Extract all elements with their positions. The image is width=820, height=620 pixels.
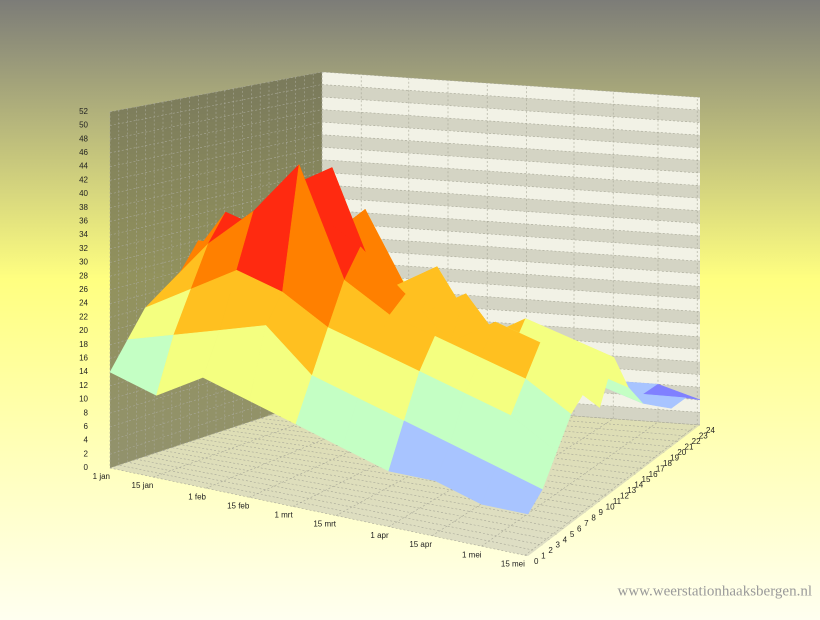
grid-line	[109, 71, 701, 113]
x-tick-label: 1 apr	[370, 531, 389, 540]
y-tick-label: 34	[79, 230, 88, 239]
z-tick-label: 20	[677, 448, 686, 457]
x-tick-label: 15 apr	[409, 540, 432, 549]
y-tick-label: 24	[79, 299, 88, 308]
y-tick-label: 4	[84, 436, 89, 445]
z-tick-label: 19	[670, 453, 679, 462]
z-tick-label: 1	[541, 552, 546, 561]
x-tick-label: 1 mrt	[274, 511, 293, 520]
grid-line	[109, 146, 701, 195]
z-tick-label: 23	[699, 432, 708, 441]
z-tick-label: 9	[599, 508, 604, 517]
y-tick-label: 20	[79, 326, 88, 335]
y-tick-label: 0	[84, 463, 89, 472]
y-tick-label: 38	[79, 203, 88, 212]
grid-line	[109, 222, 701, 277]
grid-line	[109, 84, 701, 126]
y-tick-label: 42	[79, 175, 88, 184]
y-tick-label: 36	[79, 217, 88, 226]
surface	[109, 164, 701, 515]
grid-line	[205, 77, 410, 489]
z-tick-label: 12	[620, 492, 629, 501]
y-tick-label: 10	[79, 395, 88, 404]
grid-line	[524, 97, 698, 556]
z-tick-label: 10	[606, 503, 615, 512]
y-tick-label: 8	[84, 408, 89, 417]
z-tick-label: 15	[642, 475, 651, 484]
x-tick-label: 1 feb	[188, 492, 206, 501]
z-tick-label: 2	[548, 546, 553, 555]
z-tick-label: 6	[577, 524, 582, 533]
x-tick-label: 1 mei	[462, 550, 482, 559]
y-tick-label: 28	[79, 271, 88, 280]
y-tick-label: 22	[79, 312, 88, 321]
y-tick-label: 16	[79, 354, 88, 363]
wall-band	[322, 235, 700, 274]
y-tick-label: 12	[79, 381, 88, 390]
labels: 0246810121416182022242628303234363840424…	[79, 107, 715, 569]
z-tick-label: 5	[570, 530, 575, 539]
x-tick-label: 15 feb	[227, 501, 250, 510]
grid-line	[127, 108, 543, 546]
z-tick-label: 22	[692, 437, 701, 446]
z-tick-label: 7	[584, 519, 589, 528]
y-tick-label: 2	[84, 449, 89, 458]
x-tick-label: 1 jan	[93, 472, 110, 481]
x-tick-label: 15 mrt	[313, 520, 336, 529]
z-tick-label: 11	[613, 497, 622, 506]
wall-band	[322, 209, 700, 249]
wall-band	[322, 109, 700, 148]
z-tick-label: 4	[563, 535, 568, 544]
y-tick-label: 50	[79, 121, 88, 130]
x-tick-label: 15 mei	[501, 559, 525, 568]
wall-band	[322, 184, 700, 224]
y-tick-label: 48	[79, 134, 88, 143]
grid-line	[136, 106, 550, 540]
grid-line	[233, 88, 629, 480]
grid-line	[388, 88, 575, 527]
wall-band	[322, 159, 700, 199]
wall-band	[322, 84, 700, 123]
y-tick-label: 26	[79, 285, 88, 294]
y-tick-label: 14	[79, 367, 88, 376]
y-tick-label: 44	[79, 162, 88, 171]
z-tick-label: 3	[556, 541, 561, 550]
y-tick-label: 52	[79, 107, 88, 116]
grid-line	[109, 209, 701, 263]
z-tick-label: 14	[634, 481, 643, 490]
wall-band	[322, 134, 700, 173]
x-tick-label: 15 jan	[132, 481, 154, 490]
z-tick-label: 24	[706, 426, 715, 435]
y-tick-label: 30	[79, 258, 88, 267]
z-tick-label: 8	[591, 513, 596, 522]
z-tick-label: 17	[656, 464, 665, 473]
surface-patch	[481, 466, 543, 515]
y-tick-label: 6	[84, 422, 89, 431]
z-tick-label: 13	[627, 486, 636, 495]
y-tick-label: 18	[79, 340, 88, 349]
grid-line	[431, 91, 614, 537]
z-tick-label: 21	[685, 442, 694, 451]
y-tick-label: 32	[79, 244, 88, 253]
y-tick-label: 40	[79, 189, 88, 198]
grid-line	[153, 103, 564, 529]
z-tick-label: 18	[663, 459, 672, 468]
watermark: www.weerstationhaaksbergen.nl	[617, 583, 812, 599]
z-tick-label: 16	[649, 470, 658, 479]
grid-line	[249, 80, 449, 498]
y-tick-label: 46	[79, 148, 88, 157]
grid-line	[224, 90, 622, 486]
wall-band	[322, 260, 700, 299]
z-tick-label: 0	[534, 557, 539, 566]
grid-line	[145, 105, 557, 535]
